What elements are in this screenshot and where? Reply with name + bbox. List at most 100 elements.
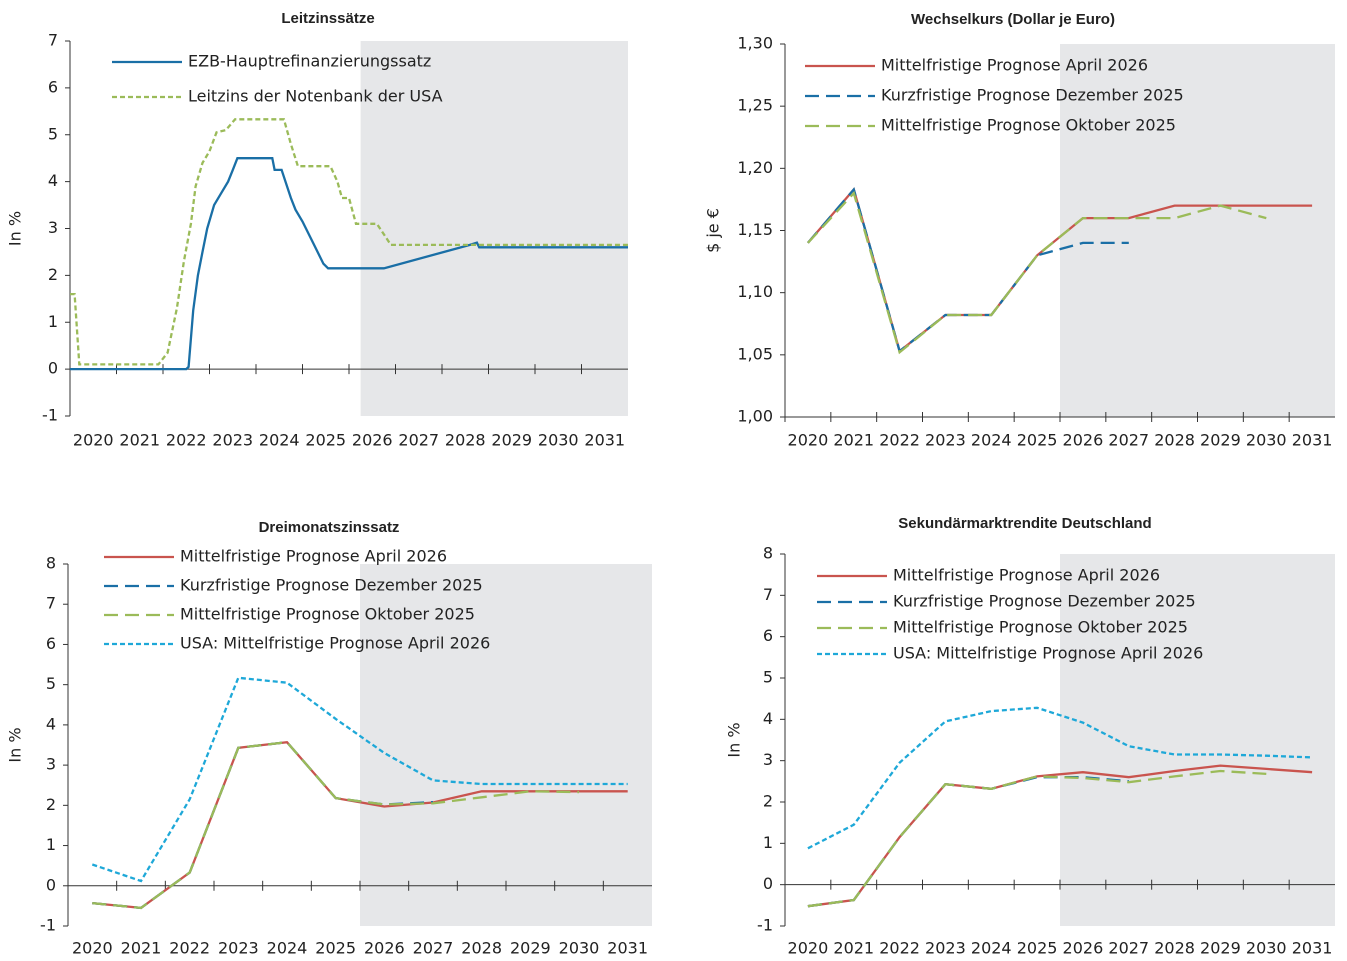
x-tick-label: 2029 [491,431,532,450]
x-tick-label: 2027 [398,431,439,450]
x-tick-label: 2028 [445,431,486,450]
x-tick-label: 2026 [1063,431,1104,450]
x-tick-label: 2026 [352,431,393,450]
x-tick-label: 2028 [461,939,502,958]
x-tick-label: 2025 [315,939,356,958]
y-tick-label: 2 [763,792,773,811]
y-tick-label: 1,20 [737,158,773,177]
x-tick-label: 2022 [169,939,210,958]
series-line [807,190,1267,355]
y-tick-label: 1 [763,833,773,852]
y-tick-label: 6 [763,626,773,645]
x-tick-label: 2024 [971,431,1012,450]
chart-title: Wechselkurs (Dollar je Euro) [911,11,1115,28]
y-tick-label: 0 [46,875,56,894]
x-tick-label: 2025 [1017,939,1058,958]
y-tick-label: 3 [46,755,56,774]
legend-label: Leitzins der Notenbank der USA [188,87,443,106]
x-tick-label: 2024 [267,939,308,958]
chart-title: Leitzinssätze [281,10,374,27]
x-tick-label: 2031 [607,939,648,958]
y-tick-label: -1 [757,916,773,935]
legend-label: USA: Mittelfristige Prognose April 2026 [893,644,1203,663]
x-tick-label: 2030 [559,939,600,958]
x-tick-label: 2020 [788,431,829,450]
y-tick-label: 6 [48,77,58,96]
forecast-shade [360,564,652,926]
legend-label: Mittelfristige Prognose Oktober 2025 [881,116,1176,135]
y-axis-label: In % [725,722,744,757]
x-tick-label: 2022 [166,431,207,450]
x-tick-label: 2025 [305,431,346,450]
y-tick-label: 6 [46,634,56,653]
y-tick-label: 5 [763,668,773,687]
forecast-shade [360,41,628,416]
legend-label: USA: Mittelfristige Prognose April 2026 [180,634,490,653]
series-line [70,118,628,366]
x-tick-label: 2027 [1108,431,1149,450]
y-axis-label: In % [6,211,25,246]
y-tick-label: 0 [48,359,58,378]
x-tick-label: 2029 [1200,431,1241,450]
x-tick-label: 2030 [1246,939,1287,958]
legend-label: Mittelfristige Prognose Oktober 2025 [893,618,1188,637]
legend-label: Mittelfristige Prognose April 2026 [881,56,1148,75]
y-tick-label: -1 [40,916,56,935]
x-tick-label: 2026 [1063,939,1104,958]
x-tick-label: 2031 [584,431,625,450]
y-tick-label: 8 [46,554,56,573]
series-line [70,157,628,371]
x-tick-label: 2027 [413,939,454,958]
x-tick-label: 2022 [879,939,920,958]
x-tick-label: 2029 [510,939,551,958]
x-tick-label: 2021 [833,939,874,958]
y-tick-label: 5 [48,124,58,143]
x-tick-label: 2024 [971,939,1012,958]
x-tick-label: 2021 [121,939,162,958]
y-tick-label: 1,25 [737,96,773,115]
x-tick-label: 2025 [1017,431,1058,450]
series-line [807,769,1267,908]
x-tick-label: 2020 [73,431,114,450]
y-tick-label: 0 [763,874,773,893]
y-tick-label: 2 [46,795,56,814]
forecast-shade [1060,44,1335,417]
y-tick-label: 1,05 [737,344,773,363]
legend-label: Kurzfristige Prognose Dezember 2025 [893,592,1196,611]
legend-label: EZB-Hauptrefinanzierungssatz [188,52,431,71]
y-tick-label: 4 [763,709,773,728]
x-tick-label: 2028 [1154,431,1195,450]
x-tick-label: 2020 [72,939,113,958]
y-tick-label: 1,00 [737,407,773,426]
series-line [807,706,1313,850]
y-tick-label: 4 [48,171,58,190]
x-tick-label: 2029 [1200,939,1241,958]
x-tick-label: 2030 [1246,431,1287,450]
chart-title: Sekundärmarktrendite Deutschland [898,515,1151,532]
x-tick-label: 2028 [1154,939,1195,958]
legend-label: Mittelfristige Prognose April 2026 [893,566,1160,585]
legend-label: Mittelfristige Prognose April 2026 [180,547,447,566]
y-axis-label: In % [6,727,25,762]
y-tick-label: 1,30 [737,34,773,53]
chart-title: Dreimonatszinssatz [259,519,400,536]
forecast-shade [1060,554,1335,926]
legend-label: Mittelfristige Prognose Oktober 2025 [180,605,475,624]
y-tick-label: 7 [46,594,56,613]
x-tick-label: 2023 [925,939,966,958]
y-tick-label: 3 [48,218,58,237]
x-tick-label: 2021 [119,431,160,450]
y-tick-label: 1,10 [737,282,773,301]
x-tick-label: 2022 [879,431,920,450]
y-tick-label: 1 [46,835,56,854]
x-tick-label: 2031 [1292,431,1333,450]
x-tick-label: 2030 [538,431,579,450]
x-tick-label: 2023 [212,431,253,450]
x-tick-label: 2023 [218,939,259,958]
y-tick-label: -1 [42,406,58,425]
x-tick-label: 2023 [925,431,966,450]
x-tick-label: 2024 [259,431,300,450]
x-tick-label: 2021 [833,431,874,450]
x-tick-label: 2026 [364,939,405,958]
